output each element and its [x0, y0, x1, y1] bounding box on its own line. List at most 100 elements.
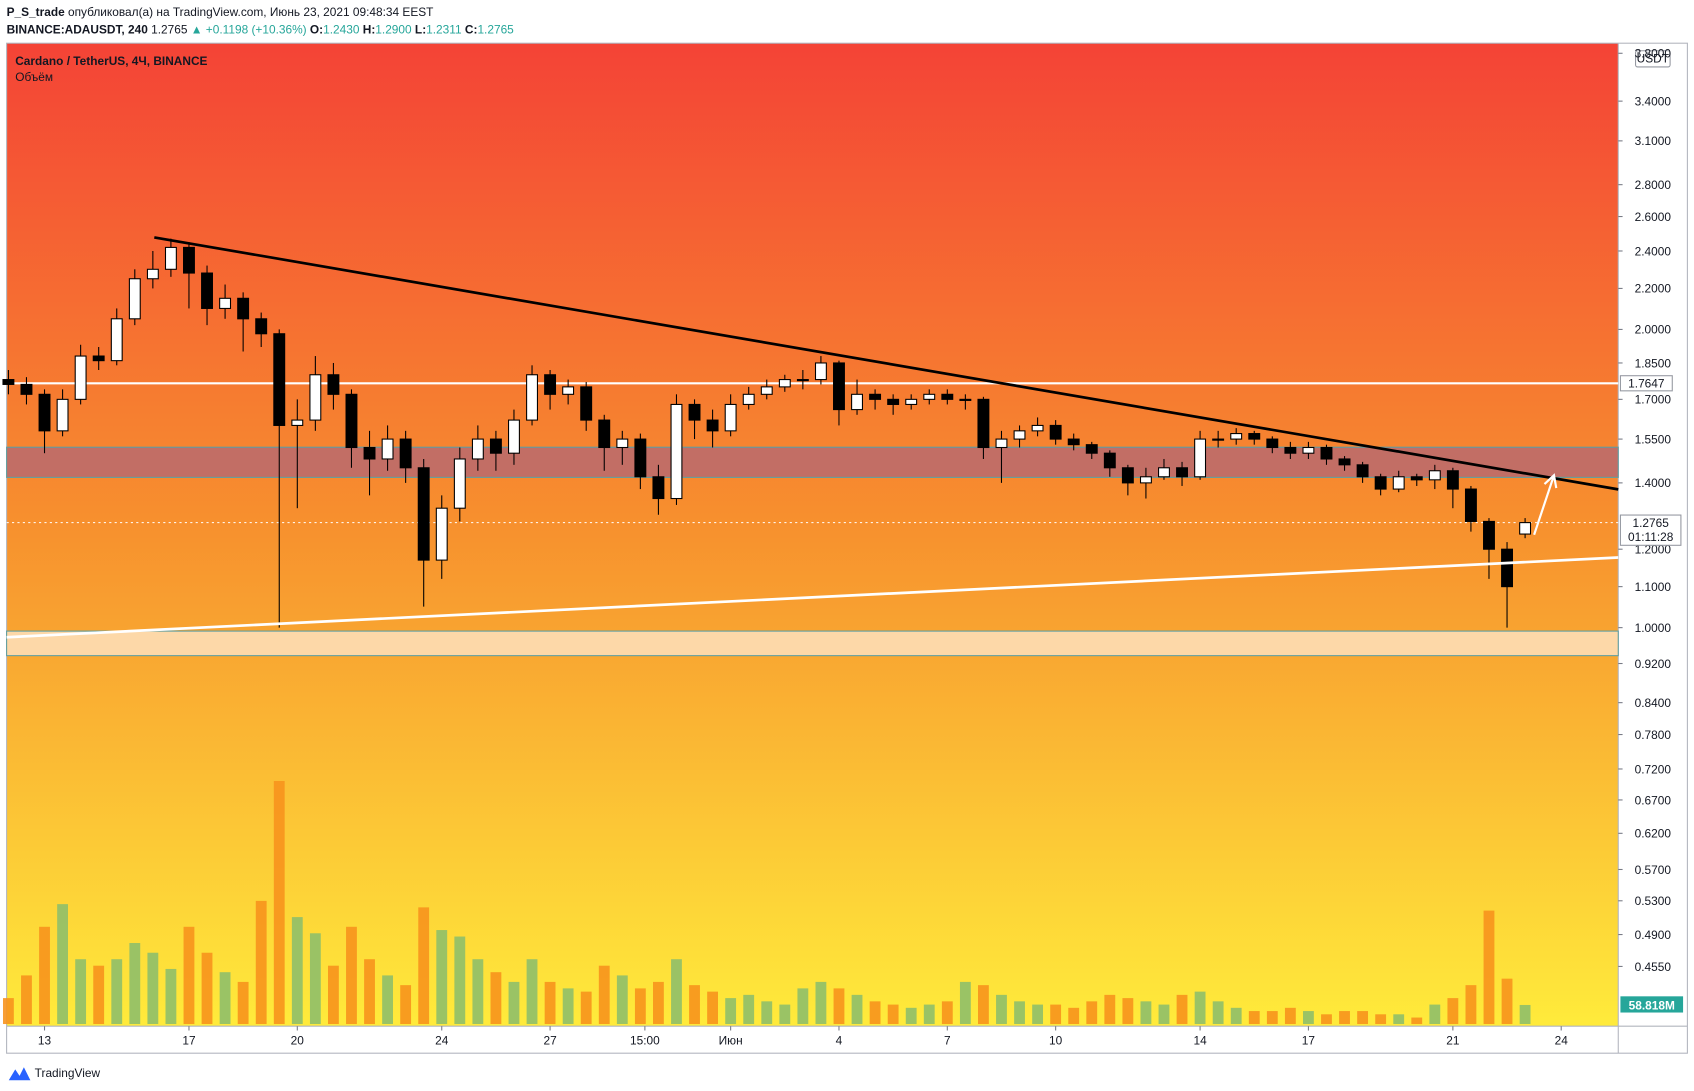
candle-body: [1302, 446, 1315, 454]
y-tick-label: 3.1000: [1635, 134, 1672, 148]
y-tick-label: 2.6000: [1635, 210, 1672, 224]
y-tick-label: 1.7000: [1635, 393, 1672, 407]
volume-bar: [833, 988, 845, 1025]
x-tick-label: 17: [1302, 1034, 1315, 1048]
candle-body: [345, 393, 358, 449]
volume-bar: [1519, 1004, 1531, 1025]
candle-body: [760, 386, 773, 395]
candle-body: [1266, 438, 1279, 449]
candle-body: [851, 393, 863, 411]
candle-body: [273, 333, 286, 426]
candle-body: [363, 446, 376, 460]
x-tick-label: 14: [1193, 1034, 1207, 1048]
ohlc-key: H:: [363, 22, 376, 36]
volume-bar: [237, 981, 249, 1025]
candle-body: [724, 403, 737, 432]
ohlc-key: C:: [465, 22, 478, 36]
y-tick-label: 1.1000: [1635, 580, 1672, 594]
candle-body: [1158, 467, 1170, 478]
volume-bar: [382, 975, 393, 1025]
volume-bar: [996, 994, 1007, 1025]
candle-body: [598, 419, 611, 449]
volume-bar: [1339, 1011, 1350, 1025]
y-tick-label: 2.0000: [1635, 323, 1672, 337]
y-tick-label: 0.5300: [1635, 894, 1672, 908]
price-label: 1.2765: [1633, 516, 1670, 530]
candle-body: [381, 438, 394, 460]
volume-bar: [418, 907, 430, 1025]
y-tick-label: 1.8500: [1635, 356, 1672, 370]
candle-body: [417, 467, 430, 561]
candle-body: [219, 297, 232, 309]
volume-bar: [346, 926, 357, 1025]
y-tick-label: 2.8000: [1635, 178, 1672, 192]
volume-bar: [255, 900, 267, 1025]
candle-body: [796, 379, 809, 382]
candle-body: [1374, 476, 1387, 490]
candle-body: [237, 297, 250, 320]
header-line: P_S_trade опубликовал(а) на TradingView.…: [7, 5, 434, 19]
candle-body: [1085, 444, 1098, 454]
candle-body: [327, 374, 340, 395]
candle-body: [255, 318, 268, 335]
candle-body: [38, 393, 51, 432]
volume-bar: [183, 926, 195, 1025]
candle-body: [580, 386, 593, 421]
candle-body: [941, 393, 954, 400]
change: ▲ +0.1198 (+10.36%): [191, 22, 307, 36]
x-tick-label: 21: [1446, 1034, 1460, 1048]
price-label: 1.7647: [1628, 377, 1664, 391]
volume-bar: [1465, 985, 1477, 1025]
volume-bar: [689, 985, 700, 1025]
volume-bar: [905, 1007, 917, 1025]
x-tick-label: 13: [38, 1034, 52, 1048]
candle-body: [995, 438, 1008, 449]
candle-body: [435, 507, 448, 561]
volume-bar: [1321, 1014, 1332, 1025]
chart-frame: [6, 42, 1688, 1054]
candle-body: [1103, 452, 1116, 469]
volume-bar: [1248, 1011, 1260, 1025]
x-tick-label: 20: [291, 1034, 305, 1048]
volume-bar: [57, 904, 68, 1025]
candle-body: [453, 458, 466, 509]
volume-bar: [1483, 910, 1495, 1025]
candle-body: [399, 438, 412, 469]
y-tick-label: 3.8000: [1635, 47, 1672, 61]
price-label-box: [1619, 514, 1682, 546]
candle-body: [742, 393, 755, 405]
volume-bar: [1357, 1011, 1369, 1025]
candle-body: [923, 393, 936, 400]
x-tick-label: 24: [435, 1034, 449, 1048]
candle-body: [1356, 464, 1369, 478]
candle-body: [869, 393, 882, 400]
volume-bar: [147, 952, 159, 1025]
candle-body: [562, 386, 575, 395]
price-label-box: [1619, 375, 1673, 392]
candle-body: [74, 355, 87, 400]
currency: USDT: [1637, 52, 1669, 66]
volume-bar: [1429, 1004, 1441, 1025]
x-tick-label: 24: [1555, 1034, 1569, 1048]
volume-bar: [1104, 994, 1116, 1025]
volume-bar: [1032, 1004, 1044, 1025]
symbol-line: BINANCE:ADAUSDT, 240 1.2765 ▲ +0.1198 (+…: [7, 22, 515, 36]
volume-bar: [490, 972, 502, 1025]
candle-body: [1320, 446, 1333, 460]
currency-box: [1635, 50, 1671, 68]
candle-body: [1176, 467, 1188, 478]
volume-bar: [707, 991, 719, 1025]
candle-body: [977, 398, 990, 449]
volume-bar: [436, 930, 448, 1025]
y-tick-label: 2.4000: [1635, 244, 1672, 258]
candle-body: [1067, 438, 1080, 446]
volume-bar: [1140, 1001, 1152, 1025]
volume-bar: [887, 1004, 899, 1025]
volume-bar: [634, 988, 646, 1025]
volume-bar: [526, 959, 538, 1025]
arrow: [1533, 473, 1558, 536]
ohlc-value: 1.2430: [323, 22, 360, 36]
candle-body: [56, 398, 69, 432]
y-tick-label: 0.9200: [1635, 657, 1672, 671]
candle-body: [959, 398, 972, 401]
